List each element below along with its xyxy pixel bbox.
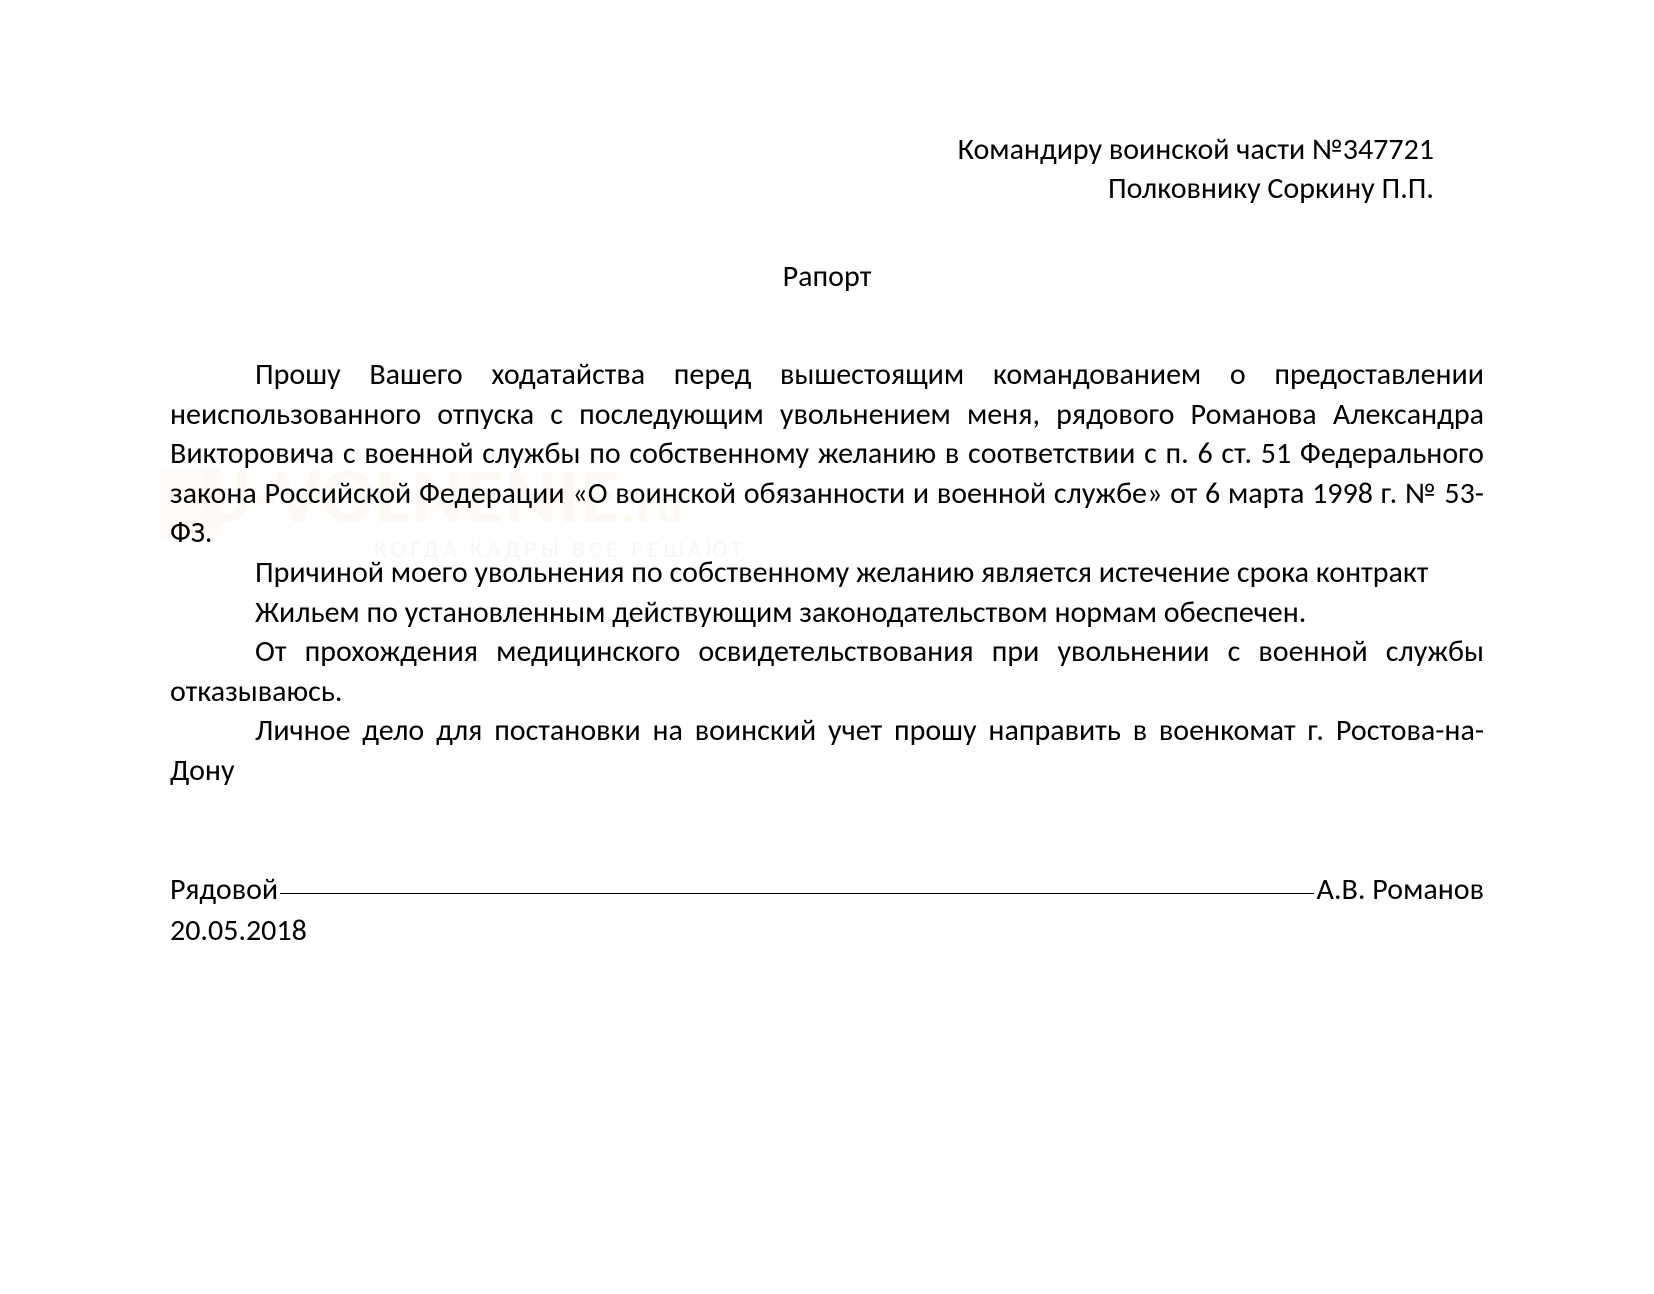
paragraph-5: Личное дело для постановки на воинский у…: [170, 711, 1484, 790]
signature-line: Рядовой А.В. Романов: [170, 871, 1484, 908]
document-title: Рапорт: [170, 258, 1484, 295]
document-body: Прошу Вашего ходатайства перед вышестоящ…: [170, 355, 1484, 791]
signature-name: А.В. Романов: [1316, 871, 1484, 908]
signature-date: 20.05.2018: [170, 912, 1484, 949]
addressee-block: Командиру воинской части №347721 Полковн…: [170, 130, 1484, 208]
addressee-line-1: Командиру воинской части №347721: [170, 130, 1434, 169]
paragraph-3: Жильем по установленным действующим зако…: [170, 593, 1484, 633]
signature-block: Рядовой А.В. Романов 20.05.2018: [170, 871, 1484, 949]
signature-underline: [280, 893, 1314, 894]
paragraph-2: Причиной моего увольнения по собственном…: [170, 553, 1484, 593]
paragraph-4: От прохождения медицинского освидетельст…: [170, 632, 1484, 711]
addressee-line-2: Полковнику Соркину П.П.: [170, 169, 1434, 208]
paragraph-1: Прошу Вашего ходатайства перед вышестоящ…: [170, 355, 1484, 553]
signature-rank: Рядовой: [170, 871, 278, 908]
